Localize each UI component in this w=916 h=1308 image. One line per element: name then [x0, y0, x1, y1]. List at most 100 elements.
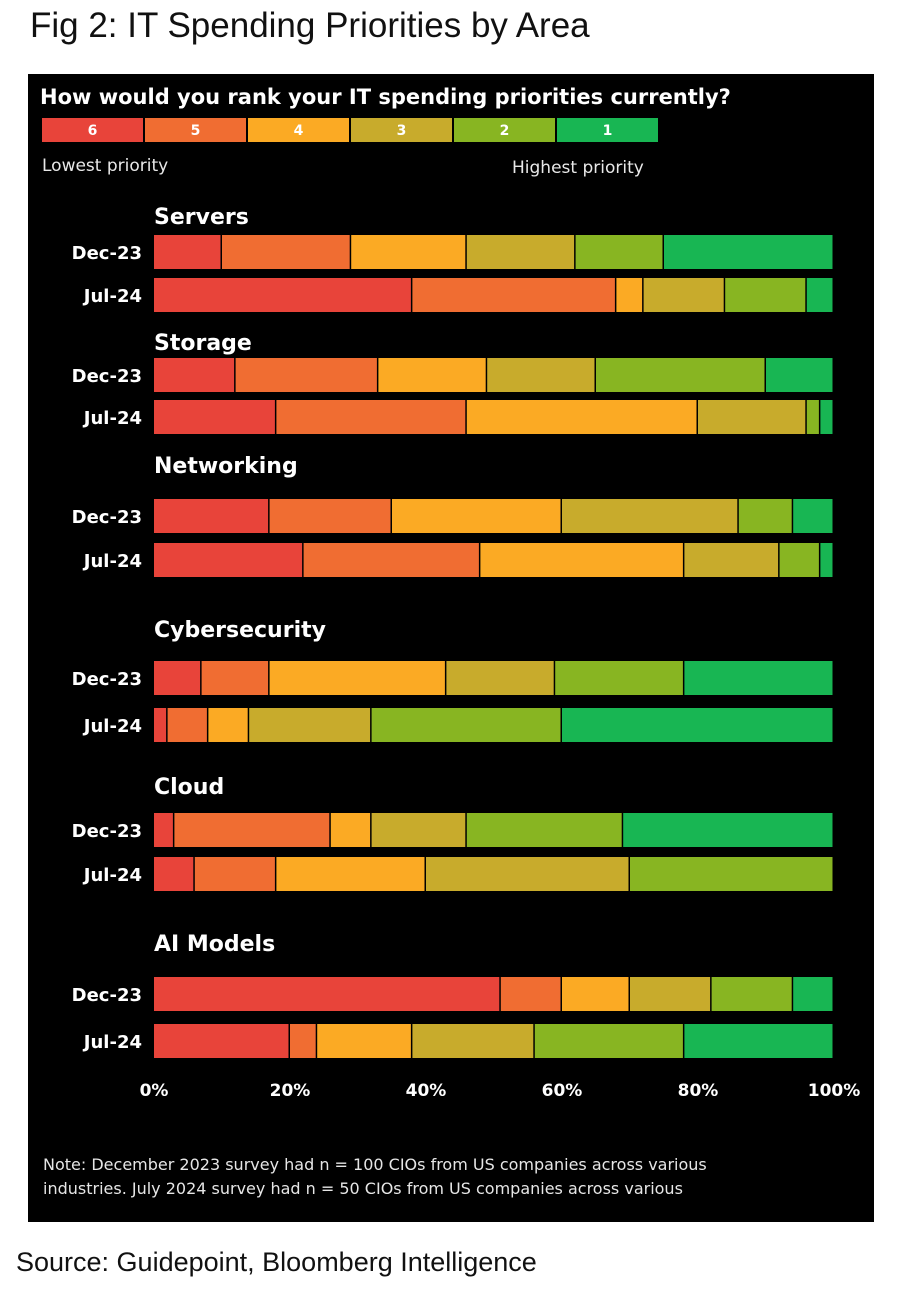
bar-segment-servers-jul-24-rank-5: [412, 278, 615, 312]
bar-segment-cloud-jul-24-rank-4: [276, 857, 425, 891]
bar-segment-servers-dec-23-rank-4: [351, 235, 466, 269]
bar-segment-servers-dec-23-rank-1: [664, 235, 833, 269]
bar-segment-cloud-jul-24-rank-5: [194, 857, 275, 891]
legend-label-2: 2: [500, 123, 510, 139]
group-title-cloud: Cloud: [154, 775, 224, 800]
legend-swatch-1: [557, 118, 658, 142]
bar-segment-networking-jul-24-rank-2: [779, 543, 819, 577]
bar-segment-servers-jul-24-rank-6: [154, 278, 411, 312]
bar-segment-cybersecurity-dec-23-rank-2: [555, 661, 683, 695]
bar-segment-networking-jul-24-rank-3: [684, 543, 779, 577]
legend-swatch-2: [454, 118, 555, 142]
bar-segment-ai-models-dec-23-rank-4: [562, 977, 629, 1011]
bar-segment-cybersecurity-dec-23-rank-3: [446, 661, 554, 695]
row-label-cloud-jul-24: Jul-24: [82, 865, 142, 886]
row-label-servers-dec-23: Dec-23: [72, 243, 142, 264]
legend-label-3: 3: [397, 123, 407, 139]
row-label-cloud-dec-23: Dec-23: [72, 821, 142, 842]
bar-segment-storage-dec-23-rank-5: [235, 358, 377, 392]
x-tick-label: 0%: [140, 1081, 169, 1101]
source-caption: Source: Guidepoint, Bloomberg Intelligen…: [16, 1247, 537, 1277]
bar-segment-servers-jul-24-rank-1: [806, 278, 833, 312]
bar-segment-storage-jul-24-rank-3: [698, 400, 806, 434]
x-tick-label: 40%: [406, 1081, 447, 1101]
x-tick-label: 100%: [808, 1081, 861, 1101]
bar-segment-storage-jul-24-rank-4: [466, 400, 697, 434]
bar-segment-storage-dec-23-rank-1: [766, 358, 833, 392]
bar-segment-cloud-dec-23-rank-6: [154, 813, 173, 847]
chart-panel: How would you rank your IT spending prio…: [28, 74, 874, 1222]
legend-label-5: 5: [191, 123, 201, 139]
bar-segment-networking-jul-24-rank-5: [303, 543, 479, 577]
legend-swatch-4: [248, 118, 349, 142]
bar-segment-networking-jul-24-rank-1: [820, 543, 833, 577]
bar-segment-ai-models-jul-24-rank-5: [290, 1024, 316, 1058]
bar-segment-cybersecurity-jul-24-rank-3: [249, 708, 371, 742]
legend-label-4: 4: [294, 123, 304, 139]
bar-segment-ai-models-dec-23-rank-6: [154, 977, 500, 1011]
bar-segment-servers-dec-23-rank-6: [154, 235, 221, 269]
bar-segment-ai-models-jul-24-rank-3: [412, 1024, 534, 1058]
bar-segment-storage-dec-23-rank-2: [596, 358, 765, 392]
note-line: Note: December 2023 survey had n = 100 C…: [43, 1155, 707, 1174]
bar-segment-servers-dec-23-rank-2: [575, 235, 663, 269]
bar-segment-networking-dec-23-rank-1: [793, 499, 833, 533]
row-label-cybersecurity-dec-23: Dec-23: [72, 669, 142, 690]
bar-segment-servers-jul-24-rank-2: [725, 278, 806, 312]
bar-segment-storage-jul-24-rank-2: [806, 400, 819, 434]
bar-segment-cloud-dec-23-rank-2: [466, 813, 622, 847]
bar-segment-servers-dec-23-rank-5: [222, 235, 350, 269]
row-label-cybersecurity-jul-24: Jul-24: [82, 716, 142, 737]
bar-segment-cybersecurity-jul-24-rank-6: [154, 708, 167, 742]
x-tick-label: 20%: [270, 1081, 311, 1101]
legend-swatch-3: [351, 118, 452, 142]
bar-segment-ai-models-jul-24-rank-4: [317, 1024, 411, 1058]
bar-segment-storage-dec-23-rank-4: [378, 358, 486, 392]
bar-segment-networking-jul-24-rank-4: [480, 543, 683, 577]
row-label-servers-jul-24: Jul-24: [82, 286, 142, 307]
bar-segment-cloud-dec-23-rank-1: [623, 813, 833, 847]
legend-lowest-label: Lowest priority: [42, 156, 168, 176]
bar-segment-servers-jul-24-rank-4: [616, 278, 643, 312]
legend-highest-label: Highest priority: [512, 158, 644, 178]
figure-title: Fig 2: IT Spending Priorities by Area: [30, 6, 590, 45]
bar-segment-ai-models-dec-23-rank-2: [711, 977, 792, 1011]
bar-segment-cloud-dec-23-rank-4: [330, 813, 371, 847]
bar-segment-storage-jul-24-rank-1: [820, 400, 833, 434]
bar-segment-cloud-dec-23-rank-3: [371, 813, 466, 847]
bar-segment-networking-dec-23-rank-4: [392, 499, 561, 533]
bar-segment-cloud-dec-23-rank-5: [174, 813, 330, 847]
bar-segment-servers-dec-23-rank-3: [466, 235, 575, 269]
bar-segment-cybersecurity-dec-23-rank-1: [684, 661, 833, 695]
bar-segment-ai-models-jul-24-rank-1: [684, 1024, 833, 1058]
bar-segment-cloud-jul-24-rank-2: [630, 857, 833, 891]
row-label-ai-models-jul-24: Jul-24: [82, 1032, 142, 1053]
bar-segment-storage-jul-24-rank-5: [276, 400, 466, 434]
group-title-servers: Servers: [154, 205, 249, 230]
row-label-networking-jul-24: Jul-24: [82, 551, 142, 572]
bar-segment-cybersecurity-jul-24-rank-1: [562, 708, 833, 742]
bar-segment-servers-jul-24-rank-3: [643, 278, 724, 312]
row-label-networking-dec-23: Dec-23: [72, 507, 142, 528]
group-title-networking: Networking: [154, 454, 298, 479]
bar-segment-cloud-jul-24-rank-3: [426, 857, 629, 891]
bar-segment-cybersecurity-dec-23-rank-5: [201, 661, 269, 695]
bar-segment-storage-dec-23-rank-6: [154, 358, 235, 392]
group-title-storage: Storage: [154, 331, 252, 356]
bar-segment-networking-dec-23-rank-3: [562, 499, 738, 533]
bar-segment-cybersecurity-dec-23-rank-6: [154, 661, 201, 695]
bar-segment-ai-models-jul-24-rank-2: [534, 1024, 683, 1058]
bar-segment-cloud-jul-24-rank-6: [154, 857, 194, 891]
bar-segment-cybersecurity-jul-24-rank-5: [167, 708, 207, 742]
legend-label-1: 1: [603, 123, 613, 139]
bar-segment-networking-dec-23-rank-5: [269, 499, 391, 533]
legend-swatch-6: [42, 118, 143, 142]
note-line: industries. July 2024 survey had n = 50 …: [43, 1179, 683, 1198]
bar-segment-ai-models-dec-23-rank-3: [630, 977, 711, 1011]
group-title-ai-models: AI Models: [154, 932, 275, 957]
row-label-storage-dec-23: Dec-23: [72, 366, 142, 387]
legend-swatch-5: [145, 118, 246, 142]
bar-segment-ai-models-jul-24-rank-6: [154, 1024, 289, 1058]
bar-segment-cybersecurity-jul-24-rank-2: [371, 708, 561, 742]
bar-segment-networking-jul-24-rank-6: [154, 543, 303, 577]
